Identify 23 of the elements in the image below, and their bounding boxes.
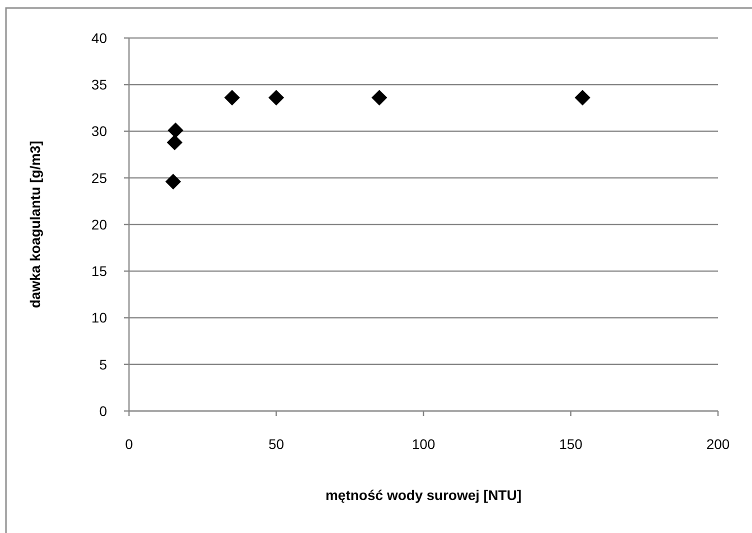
- point: [165, 174, 182, 190]
- y-tick-label: 0: [99, 402, 108, 419]
- y-axis-title: dawka koagulantu [g/m3]: [27, 140, 43, 308]
- x-tick-label: 200: [706, 436, 730, 452]
- x-tick-label: 100: [412, 436, 436, 452]
- y-tick-label: 5: [99, 356, 108, 372]
- x-tick-label: 0: [125, 436, 134, 452]
- x-axis-title: mętność wody surowej [NTU]: [325, 487, 522, 503]
- y-tick-label: 20: [91, 216, 108, 232]
- point: [574, 90, 590, 106]
- point: [224, 90, 240, 106]
- y-tick-label: 30: [91, 123, 108, 140]
- point: [166, 134, 183, 150]
- point: [168, 122, 184, 138]
- y-tick-label: 35: [91, 76, 108, 93]
- y-tick-label: 25: [91, 170, 108, 186]
- y-tick-label: 10: [91, 310, 108, 326]
- x-tick-label: 150: [559, 436, 583, 452]
- point: [268, 90, 284, 106]
- y-tick-label: 15: [91, 263, 108, 280]
- x-tick-label: 50: [268, 436, 284, 452]
- point: [371, 90, 388, 106]
- y-tick-label: 40: [91, 30, 108, 46]
